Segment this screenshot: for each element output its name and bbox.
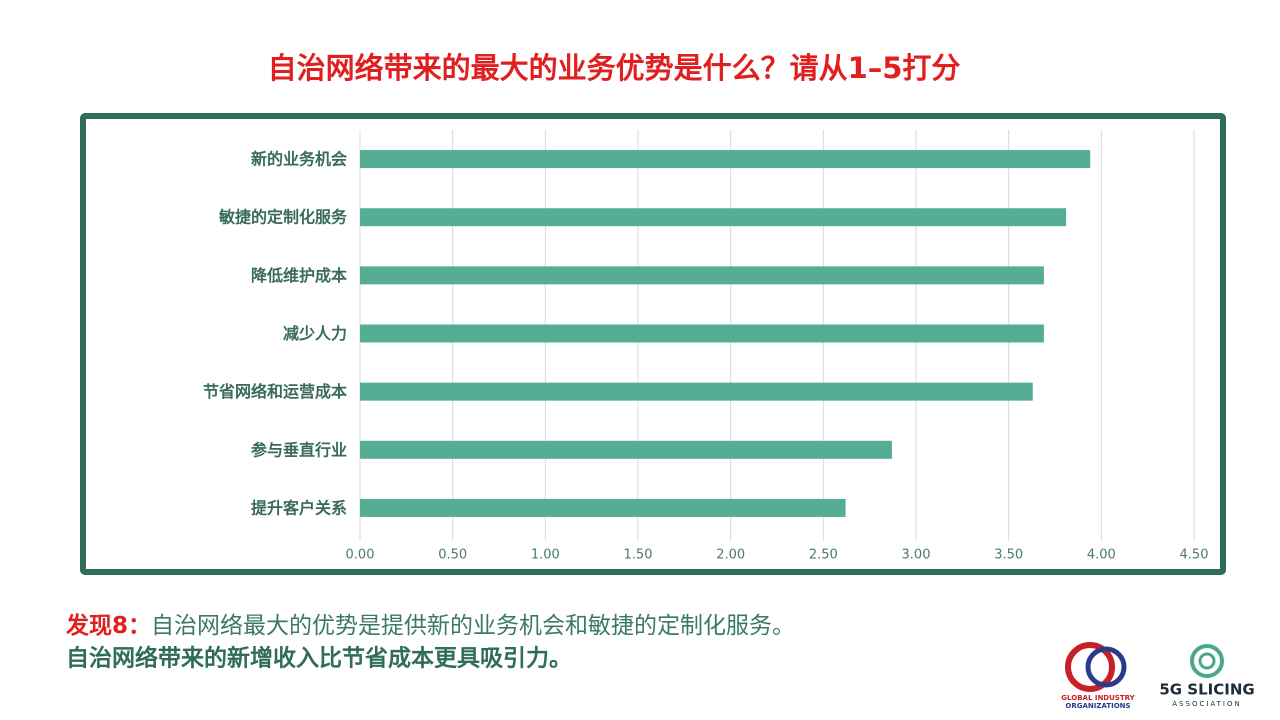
x-tick-label: 4.50 bbox=[1180, 548, 1209, 563]
y-tick-label: 新的业务机会 bbox=[251, 150, 347, 169]
finding: 发现8：自治网络最大的优势是提供新的业务机会和敏捷的定制化服务。 bbox=[65, 612, 795, 639]
bar bbox=[360, 382, 1033, 401]
x-tick-label: 1.50 bbox=[624, 548, 653, 563]
conclusion: 自治网络带来的新增收入比节省成本更具吸引力。 bbox=[66, 645, 572, 672]
x-tick-label: 2.00 bbox=[716, 548, 745, 563]
x-tick-label: 0.00 bbox=[346, 548, 375, 563]
y-tick-label: 提升客户关系 bbox=[251, 498, 347, 517]
y-tick-label: 减少人力 bbox=[283, 324, 347, 343]
bar bbox=[360, 440, 892, 459]
x-tick-label: 3.00 bbox=[902, 548, 931, 563]
finding-text: 自治网络最大的优势是提供新的业务机会和敏捷的定制化服务。 bbox=[151, 613, 795, 639]
bar bbox=[360, 150, 1091, 169]
slide-title: 自治网络带来的最大的业务优势是什么？请从1–5打分 bbox=[268, 51, 961, 85]
chart-frame bbox=[80, 113, 1226, 575]
logo-5gsa: 5G SLICING ASSOCIATION bbox=[1159, 644, 1255, 708]
x-tick-label: 3.50 bbox=[994, 548, 1023, 563]
x-tick-label: 4.00 bbox=[1087, 548, 1116, 563]
x-tick-label: 0.50 bbox=[438, 548, 467, 563]
y-tick-label: 节省网络和运营成本 bbox=[203, 382, 347, 401]
logo-text: ASSOCIATION bbox=[1172, 700, 1241, 708]
x-tick-label: 2.50 bbox=[809, 548, 838, 563]
chart: 0.00 0.50 1.00 1.50 2.00 2.50 3.00 3.50 4.00 4.50… bbox=[203, 130, 1208, 563]
bar bbox=[360, 498, 846, 517]
y-tick-label: 降低维护成本 bbox=[251, 266, 347, 285]
y-tick-label: 参与垂直行业 bbox=[251, 440, 347, 459]
bar bbox=[360, 324, 1044, 343]
y-tick-label: 敏捷的定制化服务 bbox=[218, 208, 348, 227]
logo-text: GLOBAL INDUSTRY bbox=[1061, 694, 1135, 702]
finding-heading: 发现8： bbox=[65, 612, 151, 639]
logo-text: ORGANIZATIONS bbox=[1065, 702, 1130, 710]
logo-text: 5G SLICING bbox=[1159, 681, 1254, 699]
x-tick-label: 1.00 bbox=[531, 548, 560, 563]
logo-gio: GLOBAL INDUSTRY ORGANIZATIONS bbox=[1061, 642, 1136, 710]
bar bbox=[360, 208, 1067, 227]
bar bbox=[360, 266, 1044, 285]
